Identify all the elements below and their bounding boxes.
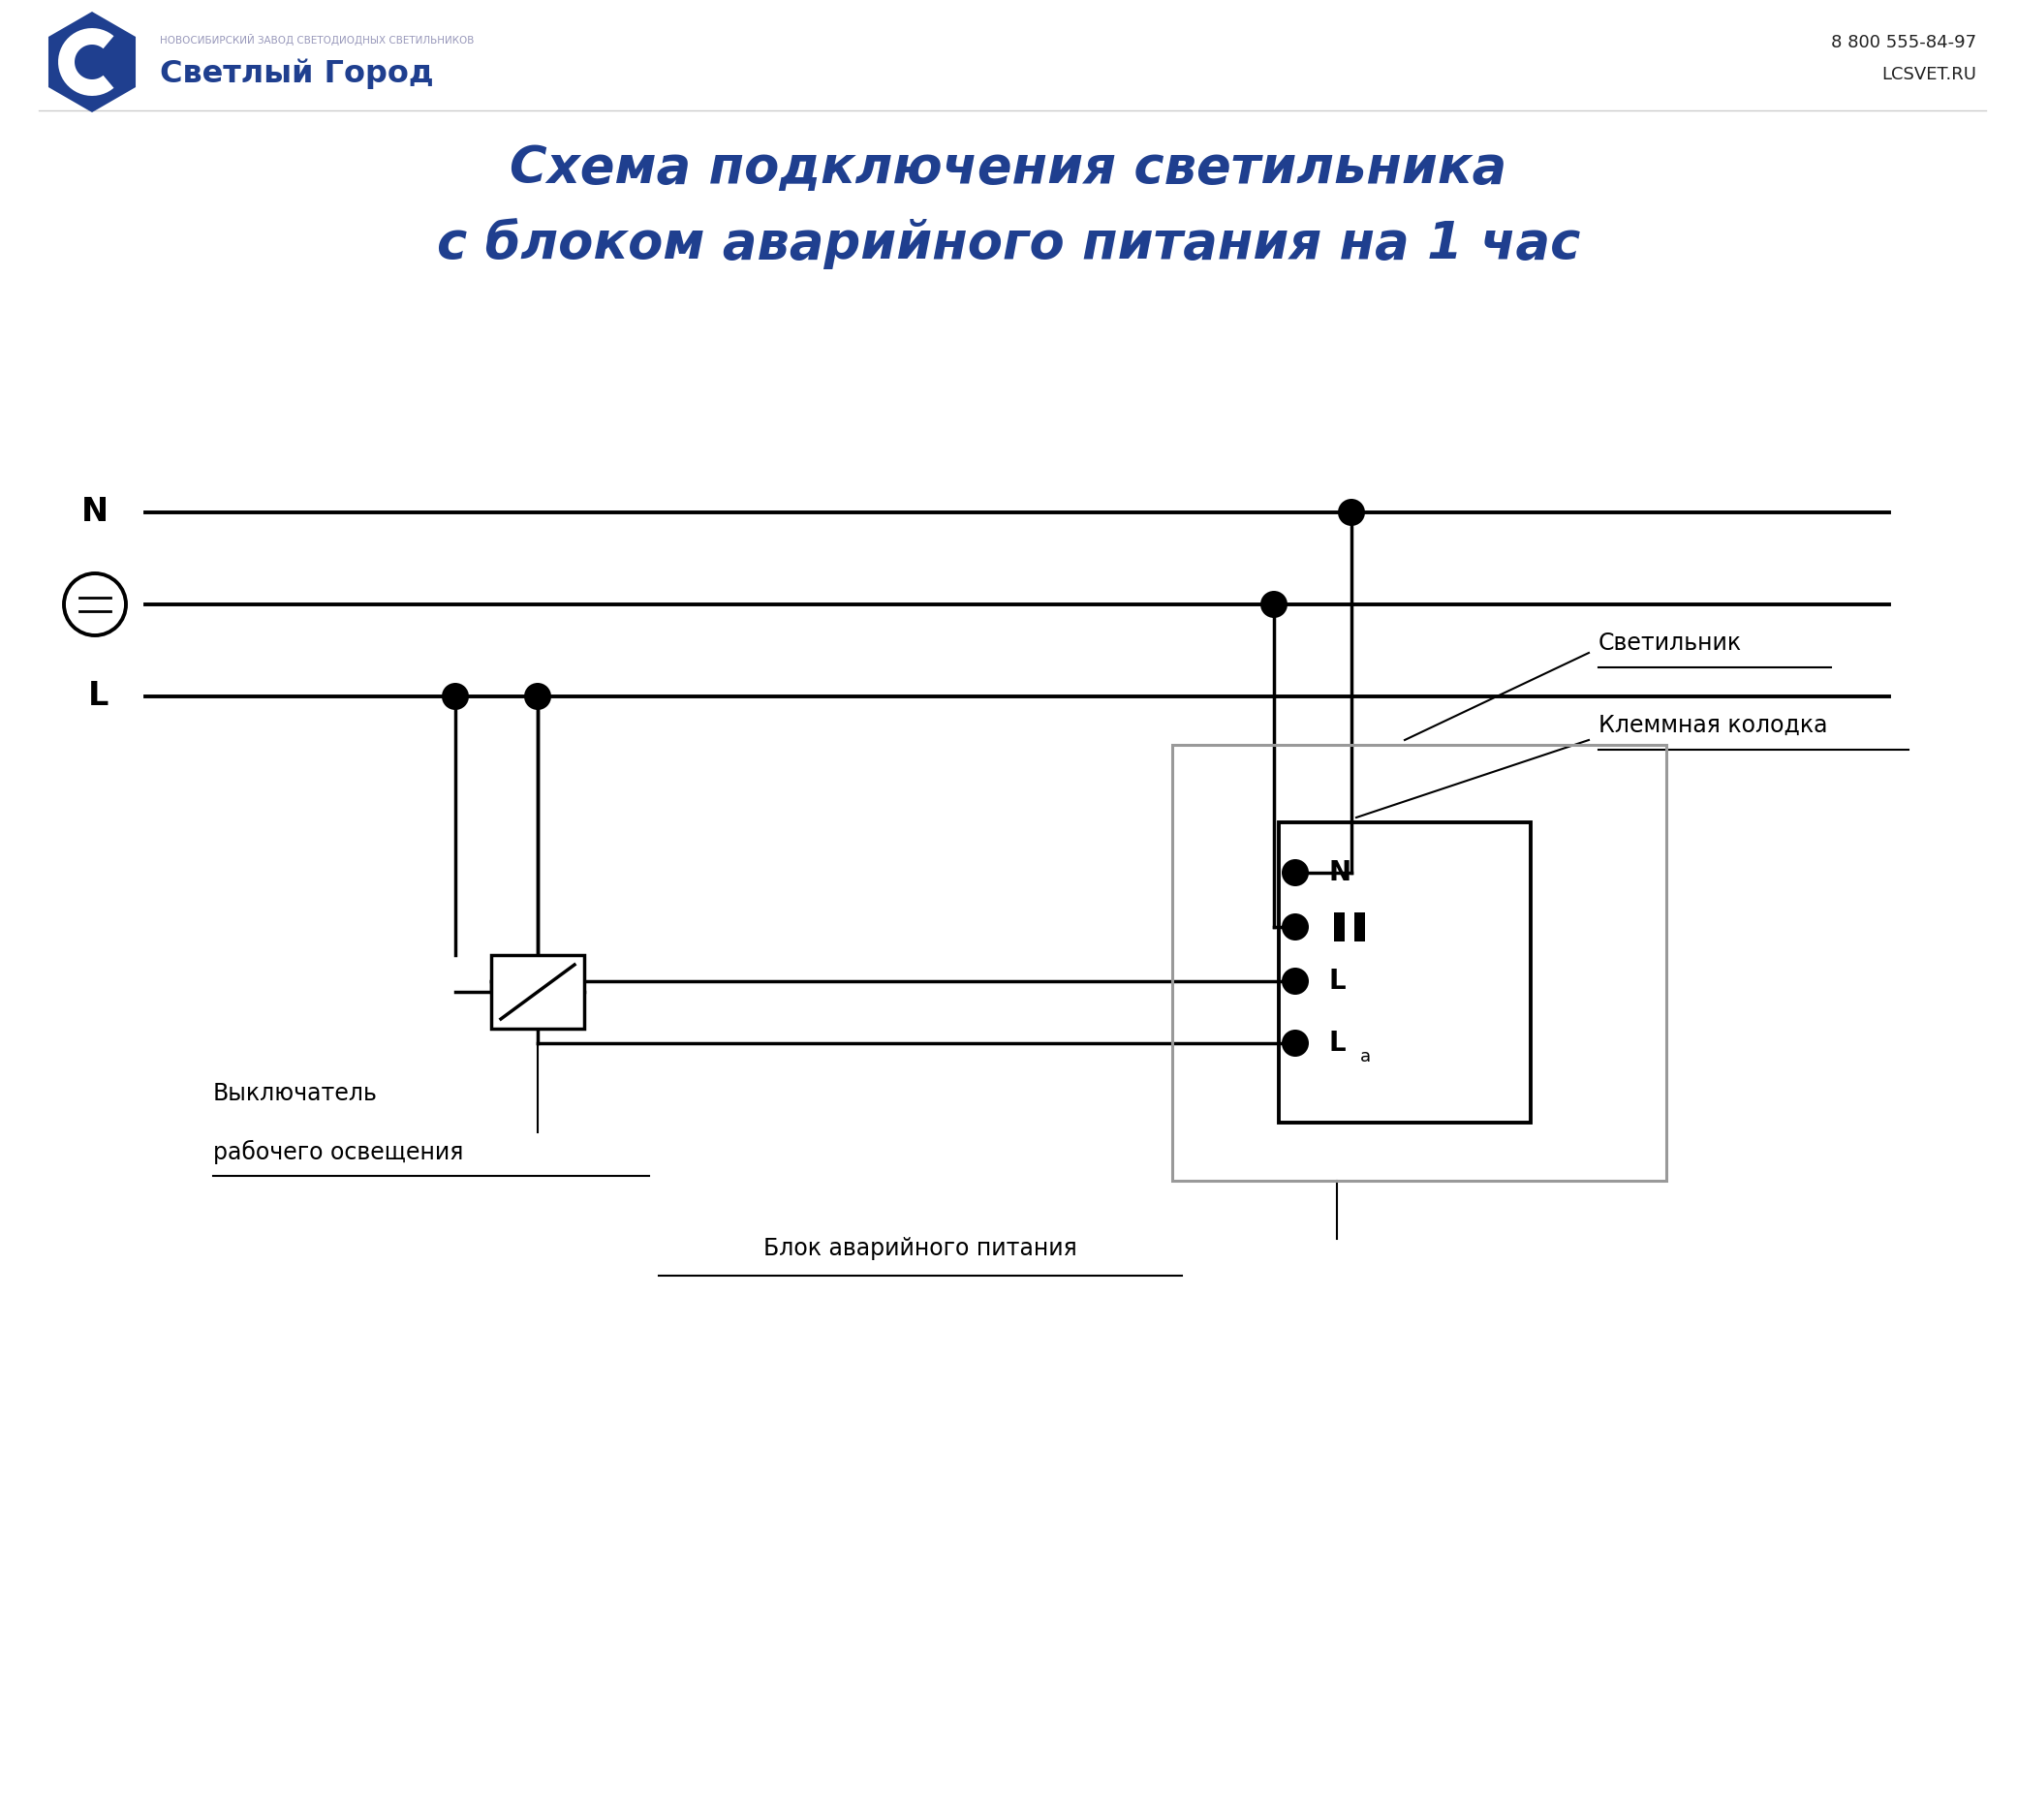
- Text: L: L: [89, 681, 109, 712]
- Text: 8 800 555-84-97: 8 800 555-84-97: [1831, 35, 1977, 51]
- Bar: [1333, 912, 1345, 941]
- Text: НОВОСИБИРСКИЙ ЗАВОД СВЕТОДИОДНЫХ СВЕТИЛЬНИКОВ: НОВОСИБИРСКИЙ ЗАВОД СВЕТОДИОДНЫХ СВЕТИЛЬ…: [159, 35, 474, 46]
- Circle shape: [524, 682, 551, 710]
- Text: Светильник: Светильник: [1599, 632, 1743, 655]
- Bar: [1172, 744, 1666, 1181]
- Text: N: N: [1329, 859, 1351, 886]
- Text: рабочего освещения: рабочего освещения: [214, 1139, 464, 1163]
- Text: Клеммная колодка: Клеммная колодка: [1599, 713, 1827, 737]
- Circle shape: [1281, 968, 1309, 996]
- Circle shape: [1281, 914, 1309, 941]
- Text: a: a: [1359, 1048, 1372, 1065]
- Text: Блок аварийного питания: Блок аварийного питания: [764, 1238, 1077, 1259]
- Bar: [1353, 912, 1366, 941]
- Text: L: L: [1329, 968, 1345, 996]
- Circle shape: [1281, 1030, 1309, 1057]
- Text: Выключатель: Выключатель: [214, 1081, 377, 1105]
- Circle shape: [1281, 859, 1309, 886]
- Bar: [1279, 823, 1531, 1123]
- Polygon shape: [48, 11, 135, 113]
- Text: с блоком аварийного питания на 1 час: с блоком аварийного питания на 1 час: [438, 218, 1579, 269]
- Text: N: N: [81, 497, 109, 528]
- Text: Светлый Город: Светлый Город: [159, 58, 434, 89]
- Text: LCSVET.RU: LCSVET.RU: [1882, 66, 1977, 84]
- Circle shape: [1337, 499, 1366, 526]
- Bar: [492, 956, 585, 1028]
- Text: Схема подключения светильника: Схема подключения светильника: [510, 144, 1507, 193]
- Circle shape: [1261, 592, 1287, 619]
- Polygon shape: [58, 27, 113, 96]
- Text: L: L: [1329, 1030, 1345, 1057]
- Circle shape: [442, 682, 468, 710]
